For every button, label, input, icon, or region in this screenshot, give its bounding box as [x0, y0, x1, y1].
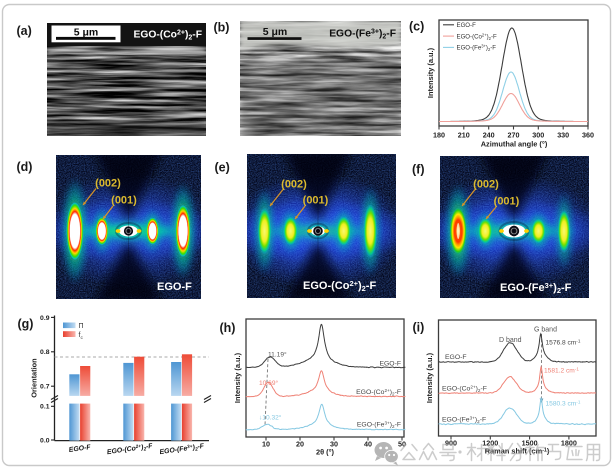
svg-text:D band: D band [499, 337, 522, 344]
svg-text:(002): (002) [95, 178, 121, 190]
svg-text:EGO-(Fe3+)2-F: EGO-(Fe3+)2-F [329, 28, 396, 40]
svg-text:(d): (d) [17, 160, 33, 174]
svg-text:(b): (b) [214, 21, 230, 35]
svg-text:EGO-(Co2+)2-F: EGO-(Co2+)2-F [133, 29, 202, 41]
svg-text:900: 900 [445, 439, 457, 448]
svg-text:40: 40 [364, 440, 372, 449]
svg-text:↓10.32°: ↓10.32° [259, 414, 282, 422]
svg-text:EGO-(Fe3+)2-F: EGO-(Fe3+)2-F [442, 416, 486, 425]
svg-text:5 μm: 5 μm [263, 26, 288, 38]
svg-text:fc: fc [79, 332, 84, 341]
svg-text:EGO-F: EGO-F [445, 354, 467, 361]
svg-text:1200: 1200 [482, 439, 498, 448]
svg-text:(001): (001) [494, 196, 520, 208]
svg-text:10.69°: 10.69° [259, 379, 279, 387]
svg-text:(g): (g) [18, 317, 34, 331]
svg-text:50: 50 [398, 440, 406, 449]
svg-text:G band: G band [534, 327, 557, 334]
svg-text:0.1: 0.1 [40, 404, 50, 411]
svg-text:(001): (001) [303, 195, 329, 207]
svg-text:EGO-(Fe3+)2-F: EGO-(Fe3+)2-F [457, 44, 497, 53]
svg-text:5 μm: 5 μm [74, 27, 99, 39]
svg-text:0.7: 0.7 [40, 384, 50, 391]
svg-text:1580.3 cm-1: 1580.3 cm-1 [546, 400, 581, 408]
svg-text:(f): (f) [412, 163, 425, 177]
svg-text:EGO-F: EGO-F [379, 361, 401, 368]
svg-text:270: 270 [508, 131, 520, 140]
svg-text:Intensity (a.u.): Intensity (a.u.) [425, 352, 434, 403]
svg-text:EGO-F: EGO-F [68, 444, 91, 454]
svg-text:20: 20 [296, 440, 304, 449]
svg-text:(002): (002) [473, 179, 499, 191]
svg-text:(i): (i) [413, 321, 425, 335]
svg-text:11.19°: 11.19° [268, 351, 287, 359]
svg-text:360: 360 [582, 131, 594, 140]
svg-text:1800: 1800 [561, 439, 577, 448]
svg-text:10: 10 [262, 440, 270, 449]
svg-text:Π: Π [79, 323, 84, 330]
svg-text:(c): (c) [409, 20, 424, 34]
svg-text:(h): (h) [220, 321, 236, 335]
svg-text:0.0: 0.0 [40, 437, 50, 444]
svg-text:300: 300 [532, 131, 544, 140]
svg-text:Intensity (a.u.): Intensity (a.u.) [426, 47, 435, 98]
svg-text:0.8: 0.8 [40, 349, 50, 356]
svg-text:(a): (a) [17, 24, 32, 38]
svg-text:0.9: 0.9 [40, 315, 50, 322]
svg-text:210: 210 [458, 131, 470, 140]
svg-text:(002): (002) [281, 179, 307, 191]
svg-text:EGO-(Co2+)2-F: EGO-(Co2+)2-F [356, 388, 401, 397]
svg-text:30: 30 [330, 440, 338, 449]
svg-text:1581.2 cm-1: 1581.2 cm-1 [544, 367, 579, 375]
svg-text:(001): (001) [111, 195, 137, 207]
svg-text:(e): (e) [215, 161, 230, 175]
svg-text:Orientation: Orientation [30, 358, 39, 398]
svg-text:1576.8 cm-1: 1576.8 cm-1 [546, 339, 581, 347]
svg-text:2θ (°): 2θ (°) [316, 448, 335, 457]
svg-text:Azimuthal angle (°): Azimuthal angle (°) [481, 140, 548, 149]
svg-text:EGO-F: EGO-F [157, 281, 192, 293]
svg-text:EGO-(Co2+)2-F: EGO-(Co2+)2-F [457, 32, 497, 41]
svg-text:Intensity (a.u.): Intensity (a.u.) [233, 352, 242, 403]
svg-text:EGO-F: EGO-F [457, 22, 477, 29]
svg-text:EGO-(Co2+)2-F: EGO-(Co2+)2-F [303, 279, 376, 293]
svg-text:EGO-(Co2+)2-F: EGO-(Co2+)2-F [442, 385, 487, 394]
svg-text:240: 240 [483, 131, 495, 140]
svg-text:180: 180 [433, 131, 445, 140]
svg-text:EGO-(Fe3+)2-F: EGO-(Fe3+)2-F [357, 421, 401, 430]
svg-text:330: 330 [557, 131, 569, 140]
svg-text:EGO-(Fe3+)2-F: EGO-(Fe3+)2-F [500, 281, 572, 295]
